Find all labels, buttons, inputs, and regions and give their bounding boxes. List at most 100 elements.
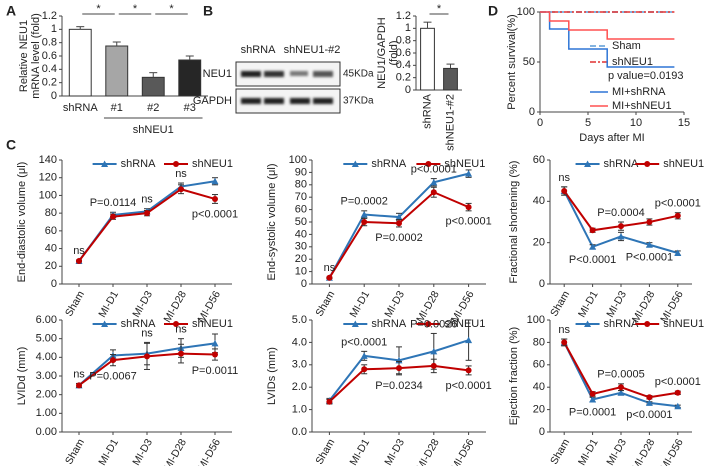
significance-label: *: [133, 3, 138, 15]
marker: [674, 249, 682, 256]
annotation: p<0.0001: [446, 216, 492, 228]
significance-label: *: [437, 3, 442, 15]
y-tick-label: 50: [295, 216, 307, 228]
x-tick-label: MI-D28: [161, 289, 189, 325]
marker: [430, 189, 437, 196]
x-tick-label: Sham: [548, 437, 572, 466]
y-tick-label: 100: [289, 154, 307, 166]
y-tick-label: 0.6: [42, 50, 57, 62]
legend-label: shNEU1: [663, 318, 704, 330]
x-tick-label: MI-D3: [604, 289, 629, 320]
legend-label: shNEU1: [192, 158, 233, 170]
marker: [584, 320, 592, 327]
marker: [396, 220, 402, 227]
annotation: P=0.0011: [192, 365, 239, 377]
y-tick-label: 60: [295, 204, 307, 216]
y-tick-label: 1.2: [396, 10, 411, 22]
annotation: ns: [558, 172, 570, 184]
legend-label: shNEU1: [663, 158, 704, 170]
y-tick-label: 0.2: [42, 77, 57, 89]
panel-label: A: [6, 3, 16, 19]
annotation: p<0.0001: [655, 376, 701, 388]
y-tick-label: 50: [523, 56, 535, 68]
x-tick-label: 5: [585, 117, 591, 129]
legend-label: shNEU1: [444, 318, 485, 330]
marker: [178, 350, 184, 357]
marker: [101, 320, 109, 327]
panel-label: C: [6, 137, 16, 153]
y-tick-label: 5.00: [36, 333, 57, 345]
x-tick-label: MI-D1: [348, 437, 373, 466]
x-tick-label: MI-D3: [604, 437, 629, 466]
annotation: p<0.0001: [626, 409, 672, 421]
marker: [430, 347, 438, 355]
y-tick-label: 3.0: [292, 359, 307, 371]
x-tick-label: shRNA: [63, 102, 99, 114]
y-tick-label: 100: [39, 189, 57, 201]
x-tick-label: Sham: [548, 289, 572, 319]
marker: [425, 321, 432, 327]
annotation: P=0.0002: [340, 196, 387, 208]
legend-label: shRNA: [121, 158, 157, 170]
marker: [465, 336, 473, 344]
annotation: ns: [558, 324, 570, 336]
x-tick-label: shNEU1-#2: [444, 94, 456, 151]
annotation: p<0.0001: [411, 164, 457, 176]
marker: [212, 195, 218, 202]
marker: [561, 188, 568, 194]
marker: [396, 365, 402, 372]
legend-label: MI+shNEU1: [612, 100, 672, 112]
y-tick-label: 140: [39, 154, 57, 166]
bar: [178, 59, 202, 97]
annotation: P<0.0001: [626, 252, 673, 264]
size-label: 37KDa: [343, 96, 374, 107]
group-label: shNEU1: [133, 124, 174, 136]
annotation: P=0.0005: [597, 369, 644, 381]
y-tick-label: 120: [39, 172, 57, 184]
y-axis-label: NEU1/GAPDH (fold): [376, 17, 400, 89]
y-tick-label: 0.00: [36, 426, 57, 438]
annotation: ns: [141, 327, 153, 339]
marker: [76, 382, 82, 389]
x-tick-label: #1: [111, 102, 123, 114]
annotation: p<0.0001: [446, 380, 492, 392]
x-tick-label: #2: [147, 102, 159, 114]
y-tick-label: 0.0: [292, 426, 307, 438]
marker: [644, 161, 651, 167]
y-tick-label: 20: [533, 404, 545, 416]
y-tick-label: 0: [301, 278, 307, 290]
y-tick-label: 1: [405, 22, 411, 34]
y-axis-label: Fractional shortening (%): [508, 160, 520, 284]
annotation: P=0.0002: [375, 232, 422, 244]
marker: [144, 353, 150, 360]
marker: [589, 396, 597, 403]
annotation: ns: [175, 324, 187, 336]
y-axis-label: LVIDd (mm): [16, 346, 28, 406]
marker: [101, 160, 109, 167]
annotation: P=0.0001: [569, 407, 616, 419]
legend-label: shNEU1: [192, 318, 233, 330]
x-tick-label: MI-D3: [382, 289, 407, 320]
y-tick-label: 40: [533, 195, 545, 207]
marker: [674, 212, 681, 219]
marker: [589, 243, 597, 250]
annotation: P=0.0004: [597, 207, 644, 219]
y-tick-label: 0: [539, 278, 545, 290]
bar: [105, 45, 129, 97]
marker: [360, 352, 368, 359]
y-tick-label: 6.00: [36, 314, 57, 326]
annotation: p<0.0001: [192, 208, 238, 220]
marker: [351, 320, 359, 327]
annotation: ns: [175, 168, 187, 180]
y-tick-label: 0: [529, 106, 535, 118]
y-tick-label: 0.8: [42, 37, 57, 49]
y-tick-label: 2.00: [36, 389, 57, 401]
row-label: NEU1: [203, 68, 232, 80]
annotation: p value=0.0193: [608, 70, 684, 82]
survival-line: [540, 11, 675, 40]
marker: [361, 366, 368, 373]
y-tick-label: 4.00: [36, 351, 57, 363]
significance-label: *: [169, 3, 174, 15]
